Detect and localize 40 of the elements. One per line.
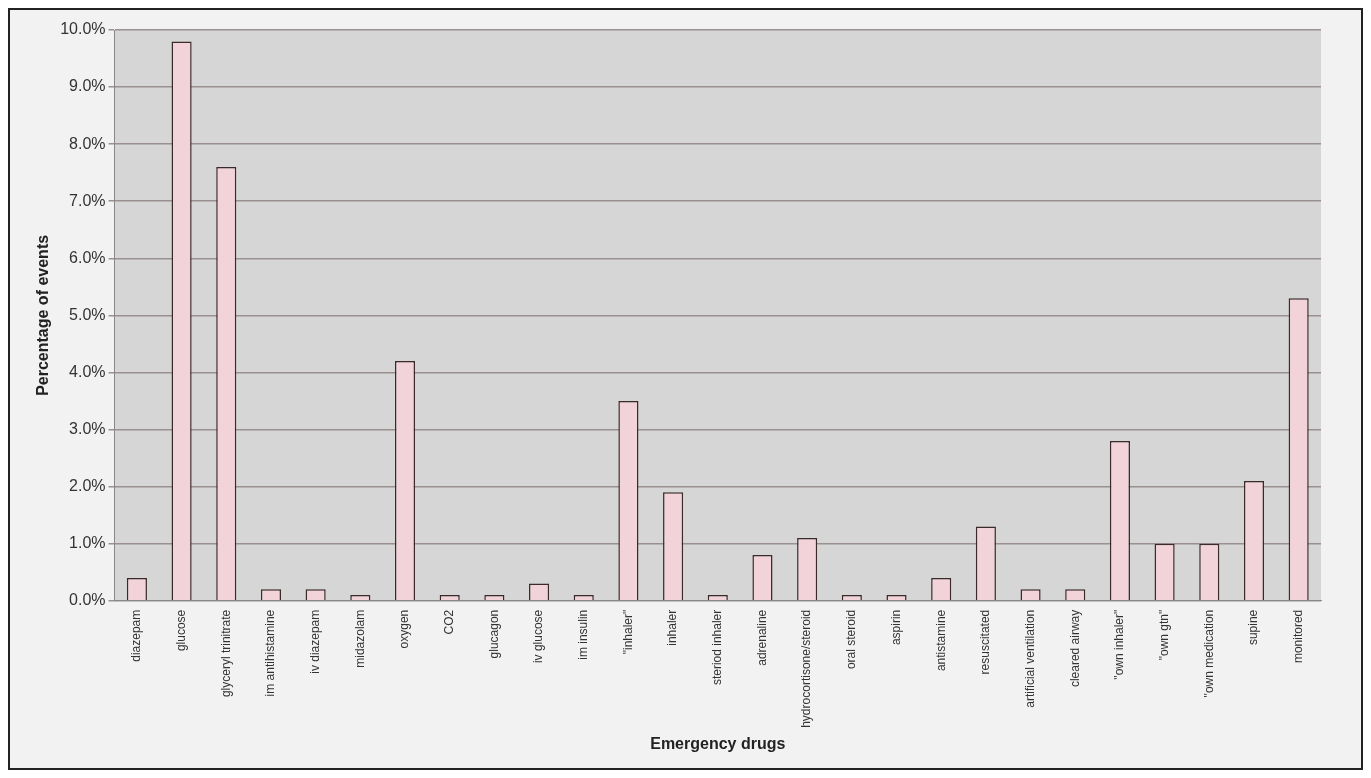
x-tick-label: supine [1246, 609, 1261, 646]
x-tick-label: oxygen [397, 609, 412, 649]
y-tick-label: 7.0% [69, 191, 106, 209]
x-tick-label: "inhaler" [620, 609, 635, 655]
x-tick-label: CO2 [442, 609, 456, 635]
x-tick-label: oral steroid [844, 609, 859, 670]
x-tick-label: im insulin [576, 609, 591, 660]
x-tick-label: im antihistamine [263, 609, 278, 697]
x-tick-label: glyceryl trinitrate [218, 609, 233, 698]
x-tick-label: diazepam [129, 609, 144, 662]
x-tick-label: "own gtn" [1156, 609, 1171, 661]
x-tick-label: adrenaline [754, 609, 769, 666]
x-tick-label: glucagon [486, 609, 501, 659]
x-tick-label: inhaler [665, 609, 680, 646]
y-tick-label: 5.0% [69, 305, 106, 323]
x-tick-label: "own inhaler" [1112, 609, 1127, 680]
x-axis-title: Emergency drugs [650, 734, 786, 752]
y-axis-title: Percentage of events [34, 234, 52, 396]
y-tick-label: 10.0% [60, 20, 106, 38]
y-tick-label: 0.0% [69, 591, 106, 609]
y-tick-label: 1.0% [69, 534, 106, 552]
y-tick-label: 4.0% [69, 362, 106, 380]
x-tick-label: artificial ventilation [1022, 609, 1037, 708]
x-tick-label: iv diazepam [307, 609, 322, 674]
y-tick-label: 2.0% [69, 477, 106, 494]
x-tick-label: iv glucose [531, 609, 546, 664]
x-tick-label: resuscitated [978, 609, 993, 675]
y-tick-label: 9.0% [69, 77, 106, 95]
x-tick-label: midazolam [352, 609, 367, 668]
x-tick-label: glucose [173, 609, 188, 652]
x-tick-label: "own medication [1201, 609, 1216, 698]
x-tick-label: hydrocortisone/steroid [799, 609, 814, 728]
x-tick-label: monitored [1290, 609, 1305, 664]
x-tick-label: antistamine [933, 609, 948, 672]
x-tick-label: aspirin [888, 609, 903, 646]
y-tick-label: 8.0% [69, 134, 106, 152]
x-tick-label: cleared airway [1067, 609, 1082, 688]
y-tick-label: 3.0% [69, 419, 106, 437]
y-tick-label: 6.0% [69, 248, 106, 266]
x-tick-label: steriod inhaler [710, 609, 725, 686]
